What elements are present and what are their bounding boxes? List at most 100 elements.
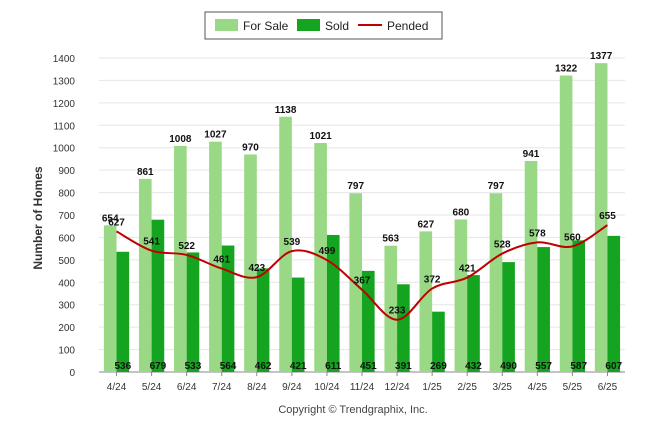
data-label-for-sale: 680 [453, 207, 470, 218]
data-label-sold: 564 [220, 361, 237, 372]
legend-swatch-sold [297, 19, 320, 31]
data-label-for-sale: 1138 [275, 105, 297, 116]
data-label-sold: 490 [500, 361, 517, 372]
bars [103, 63, 621, 373]
data-label-sold: 432 [465, 361, 482, 372]
data-label-pended: 627 [108, 217, 125, 228]
bar-for-sale [384, 245, 398, 372]
data-label-sold: 462 [255, 361, 272, 372]
data-label-pended: 578 [529, 228, 546, 239]
data-label-pended: 423 [248, 263, 265, 274]
legend-label-pended: Pended [387, 19, 428, 33]
x-tick-label: 11/24 [350, 382, 375, 393]
y-tick-label: 200 [58, 323, 75, 334]
y-tick-label: 400 [58, 278, 75, 289]
y-tick-label: 700 [58, 211, 75, 222]
bar-sold [116, 251, 130, 372]
bar-for-sale [209, 141, 222, 372]
x-tick-label: 2/25 [457, 382, 477, 393]
bar-for-sale [489, 193, 503, 372]
bar-sold [151, 219, 165, 372]
data-label-for-sale: 1377 [590, 51, 613, 62]
data-label-sold: 451 [360, 361, 377, 372]
data-label-pended: 528 [494, 240, 511, 251]
bar-sold [186, 252, 200, 372]
x-tick-label: 3/25 [493, 382, 513, 393]
bar-for-sale [279, 116, 292, 373]
data-label-sold: 611 [325, 361, 342, 372]
x-tick-label: 6/24 [177, 382, 197, 393]
data-label-pended: 539 [284, 237, 301, 248]
y-tick-label: 600 [58, 233, 75, 244]
bar-sold [397, 284, 410, 372]
bar-sold [256, 268, 270, 372]
data-label-for-sale: 1027 [204, 130, 227, 141]
legend: For Sale Sold Pended [204, 11, 443, 40]
data-label-for-sale: 797 [347, 181, 364, 192]
x-tick-label: 6/25 [598, 382, 618, 393]
bar-for-sale [349, 193, 362, 372]
data-label-pended: 522 [178, 241, 195, 252]
data-label-sold: 533 [185, 361, 202, 372]
data-label-pended: 421 [459, 264, 476, 275]
bar-sold [572, 240, 586, 372]
y-tick-label: 300 [58, 301, 75, 312]
x-tick-label: 9/24 [282, 382, 302, 393]
y-tick-label: 1300 [53, 76, 76, 87]
data-label-sold: 391 [395, 361, 412, 372]
data-label-sold: 587 [570, 361, 587, 372]
y-tick-label: 1100 [53, 121, 75, 132]
data-label-sold: 269 [430, 361, 447, 372]
x-tick-label: 10/24 [314, 382, 339, 393]
bar-for-sale [419, 231, 433, 372]
data-label-sold: 679 [150, 361, 167, 372]
data-label-sold: 421 [290, 361, 307, 372]
y-tick-label: 1000 [53, 144, 76, 155]
bar-for-sale [244, 154, 257, 372]
data-label-sold: 536 [115, 361, 132, 372]
x-tick-label: 12/24 [385, 382, 410, 393]
data-label-for-sale: 627 [417, 219, 434, 230]
y-tick-label: 900 [58, 166, 75, 177]
copyright-text: Copyright © Trendgraphix, Inc. [278, 404, 427, 416]
x-tick-label: 4/24 [107, 382, 127, 393]
data-label-pended: 560 [564, 232, 581, 243]
y-tick-label: 1400 [53, 54, 76, 65]
x-tick-label: 5/24 [142, 382, 162, 393]
y-tick-label: 100 [58, 346, 75, 357]
data-label-for-sale: 654 [102, 213, 119, 224]
bar-sold [502, 262, 515, 372]
data-label-for-sale: 970 [242, 142, 259, 153]
bar-for-sale [559, 75, 573, 372]
bar-sold [607, 235, 621, 372]
bar-sold [537, 247, 550, 372]
y-tick-label: 500 [58, 256, 75, 267]
y-tick-label: 1200 [53, 99, 76, 110]
data-label-pended: 461 [213, 255, 230, 266]
bar-for-sale [103, 225, 117, 372]
x-tick-label: 7/24 [212, 382, 232, 393]
legend-label-sold: Sold [325, 19, 349, 33]
bar-sold [221, 245, 235, 372]
y-tick-label: 800 [58, 189, 75, 200]
legend-swatch-for-sale [215, 19, 238, 31]
data-label-for-sale: 1021 [309, 131, 332, 142]
data-label-pended: 655 [599, 211, 616, 222]
bar-for-sale [594, 63, 608, 373]
legend-box [204, 11, 443, 40]
legend-label-for-sale: For Sale [243, 19, 289, 33]
data-label-for-sale: 563 [382, 234, 399, 245]
bar-sold [432, 311, 445, 372]
x-axis-ticks: 4/24 5/24 6/24 7/24 8/24 9/24 10/24 11/24 12/24 1… [107, 372, 618, 393]
bar-for-sale [138, 178, 152, 372]
bar-for-sale [174, 145, 187, 372]
y-axis-ticks: 0 100 200 300 400 500 600 700 800 900 1000 1100 1200… [53, 54, 76, 379]
pended-line [116, 224, 609, 321]
y-axis-title: Number of Homes [31, 166, 45, 270]
bar-sold [362, 270, 375, 372]
data-label-for-sale: 861 [137, 167, 154, 178]
x-tick-label: 8/24 [247, 382, 267, 393]
data-label-sold: 607 [605, 361, 622, 372]
data-label-pended: 233 [389, 306, 406, 317]
